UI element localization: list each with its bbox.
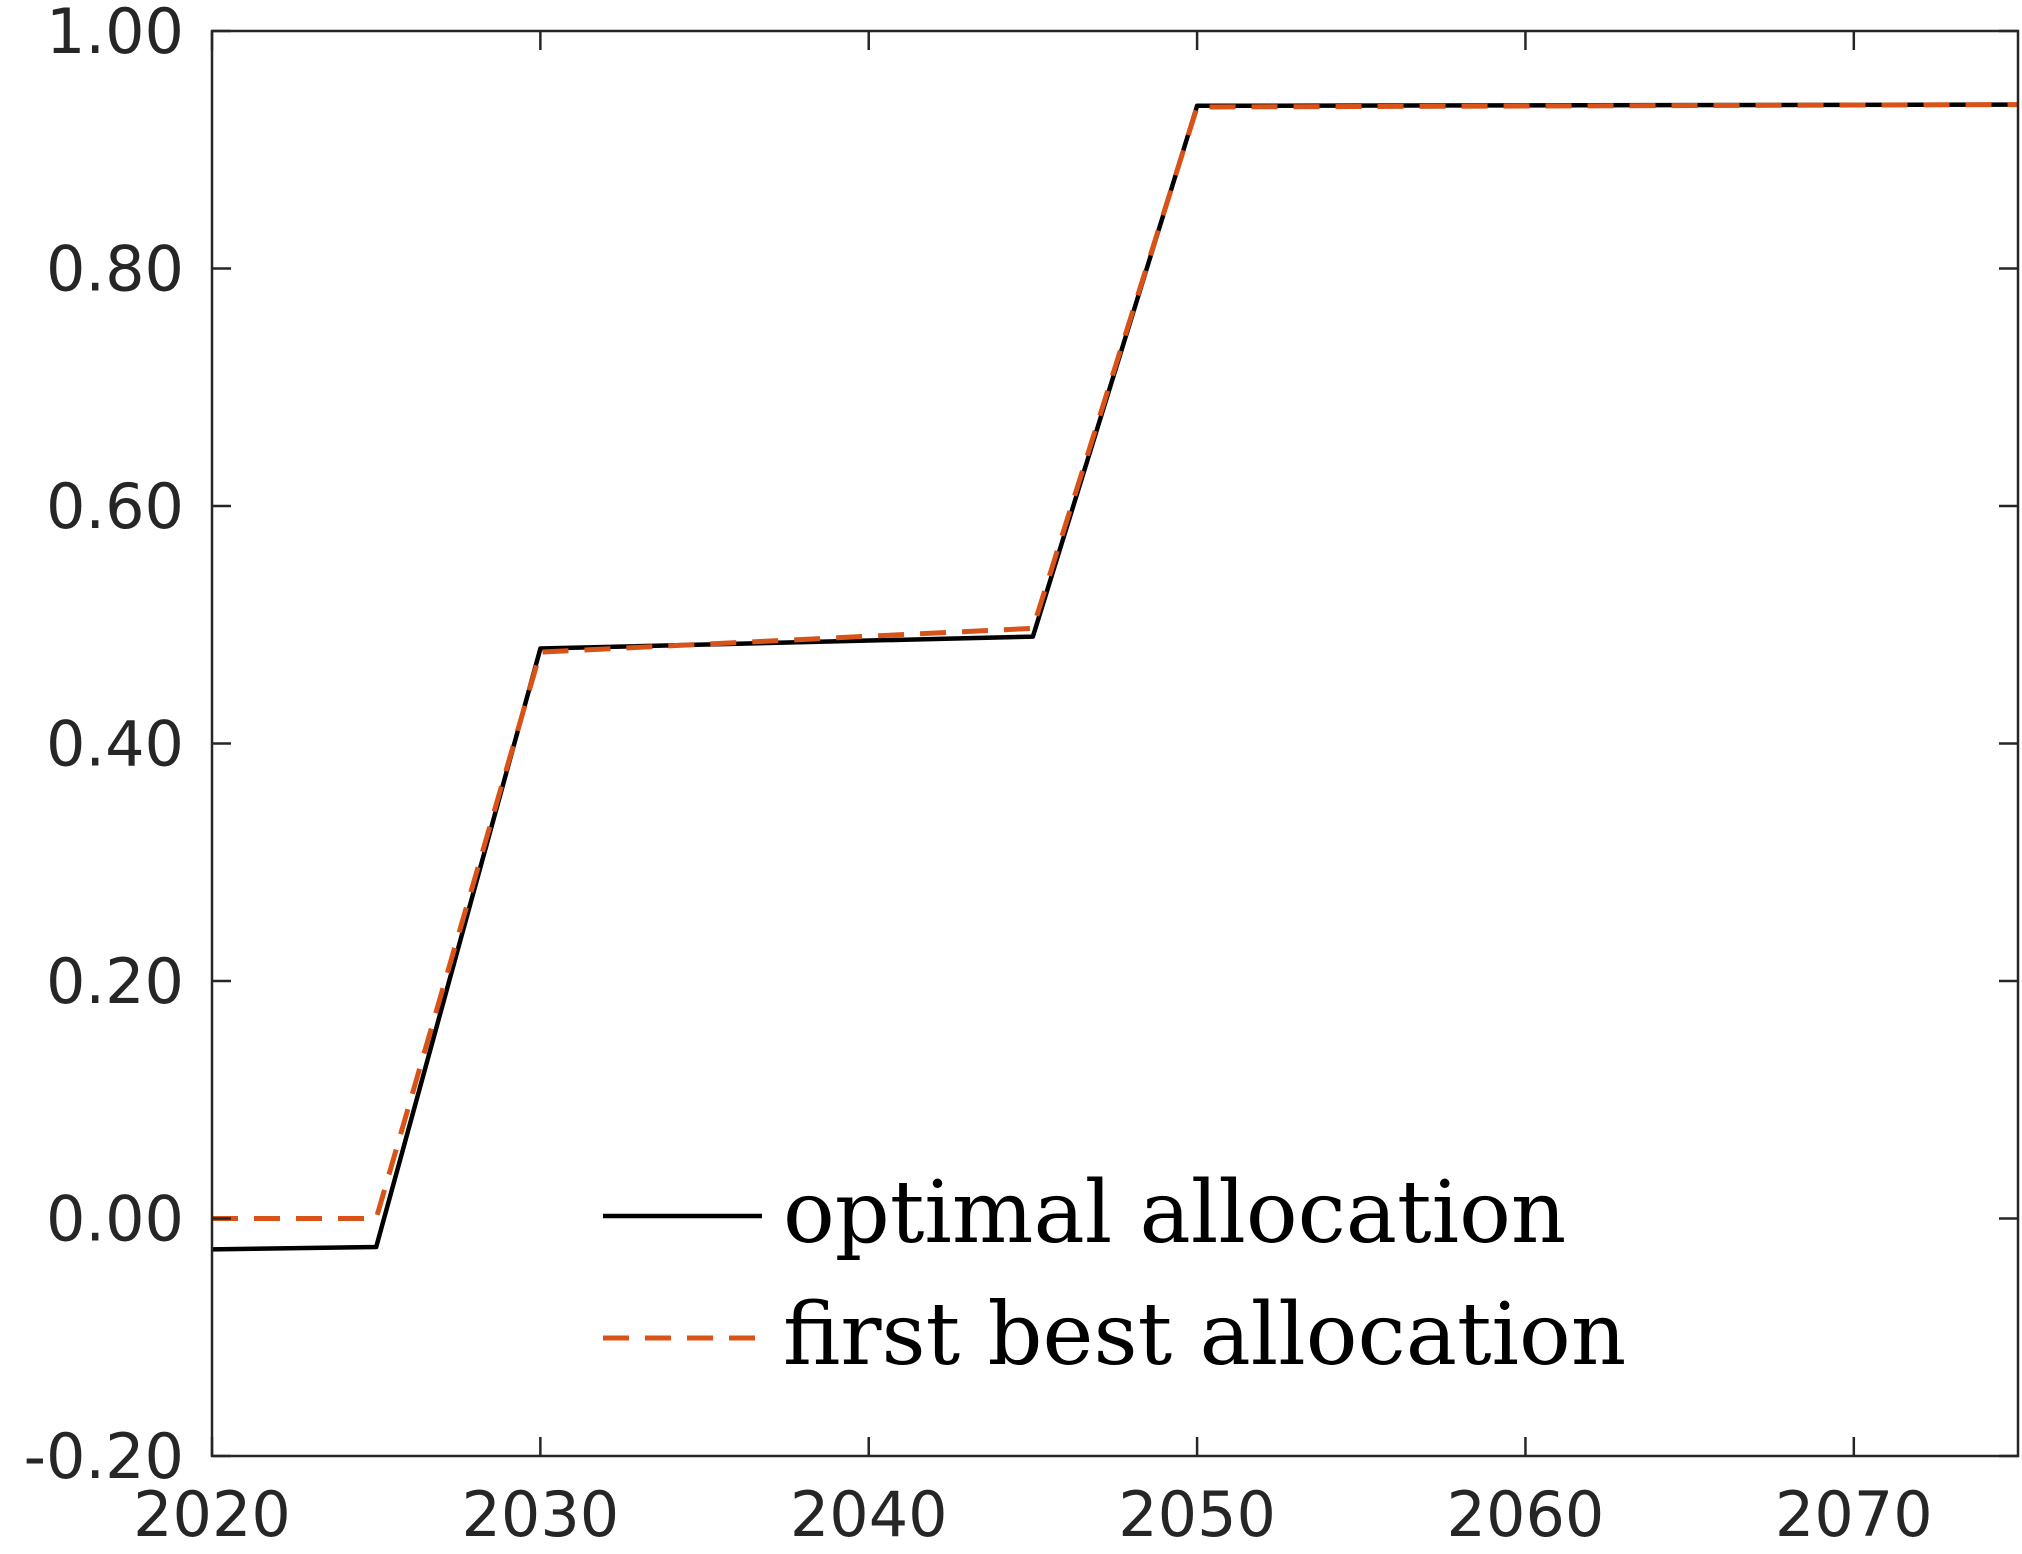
y-tick-label: 0.20 — [46, 945, 184, 1018]
legend: optimal allocation first best allocation — [603, 1163, 1626, 1385]
legend-label-2: first best allocation — [783, 1285, 1626, 1385]
y-tick-label: 0.40 — [46, 708, 184, 781]
x-tick-label: 2050 — [1118, 1478, 1276, 1551]
y-tick-label: 0.80 — [46, 233, 184, 306]
x-tick-label: 2060 — [1447, 1478, 1605, 1551]
axes: 2020 2030 2040 2050 2060 2070 -0.20 0.00 0.20 0.4… — [24, 0, 2020, 1551]
x-tick-label: 2030 — [461, 1478, 619, 1551]
x-tick-label: 2070 — [1775, 1478, 1933, 1551]
y-tick-label: -0.20 — [24, 1420, 184, 1493]
series-line-1 — [211, 102, 2019, 1252]
series-line-2 — [212, 102, 2019, 1221]
y-tick-label: 0.00 — [46, 1183, 184, 1256]
y-tick-label: 1.00 — [46, 0, 184, 68]
x-tick-label: 2040 — [790, 1478, 948, 1551]
plot-area — [211, 102, 2019, 1252]
y-tick-label: 0.60 — [46, 470, 184, 543]
legend-label-1: optimal allocation — [783, 1163, 1566, 1263]
x-tick-label: 2020 — [133, 1478, 291, 1551]
